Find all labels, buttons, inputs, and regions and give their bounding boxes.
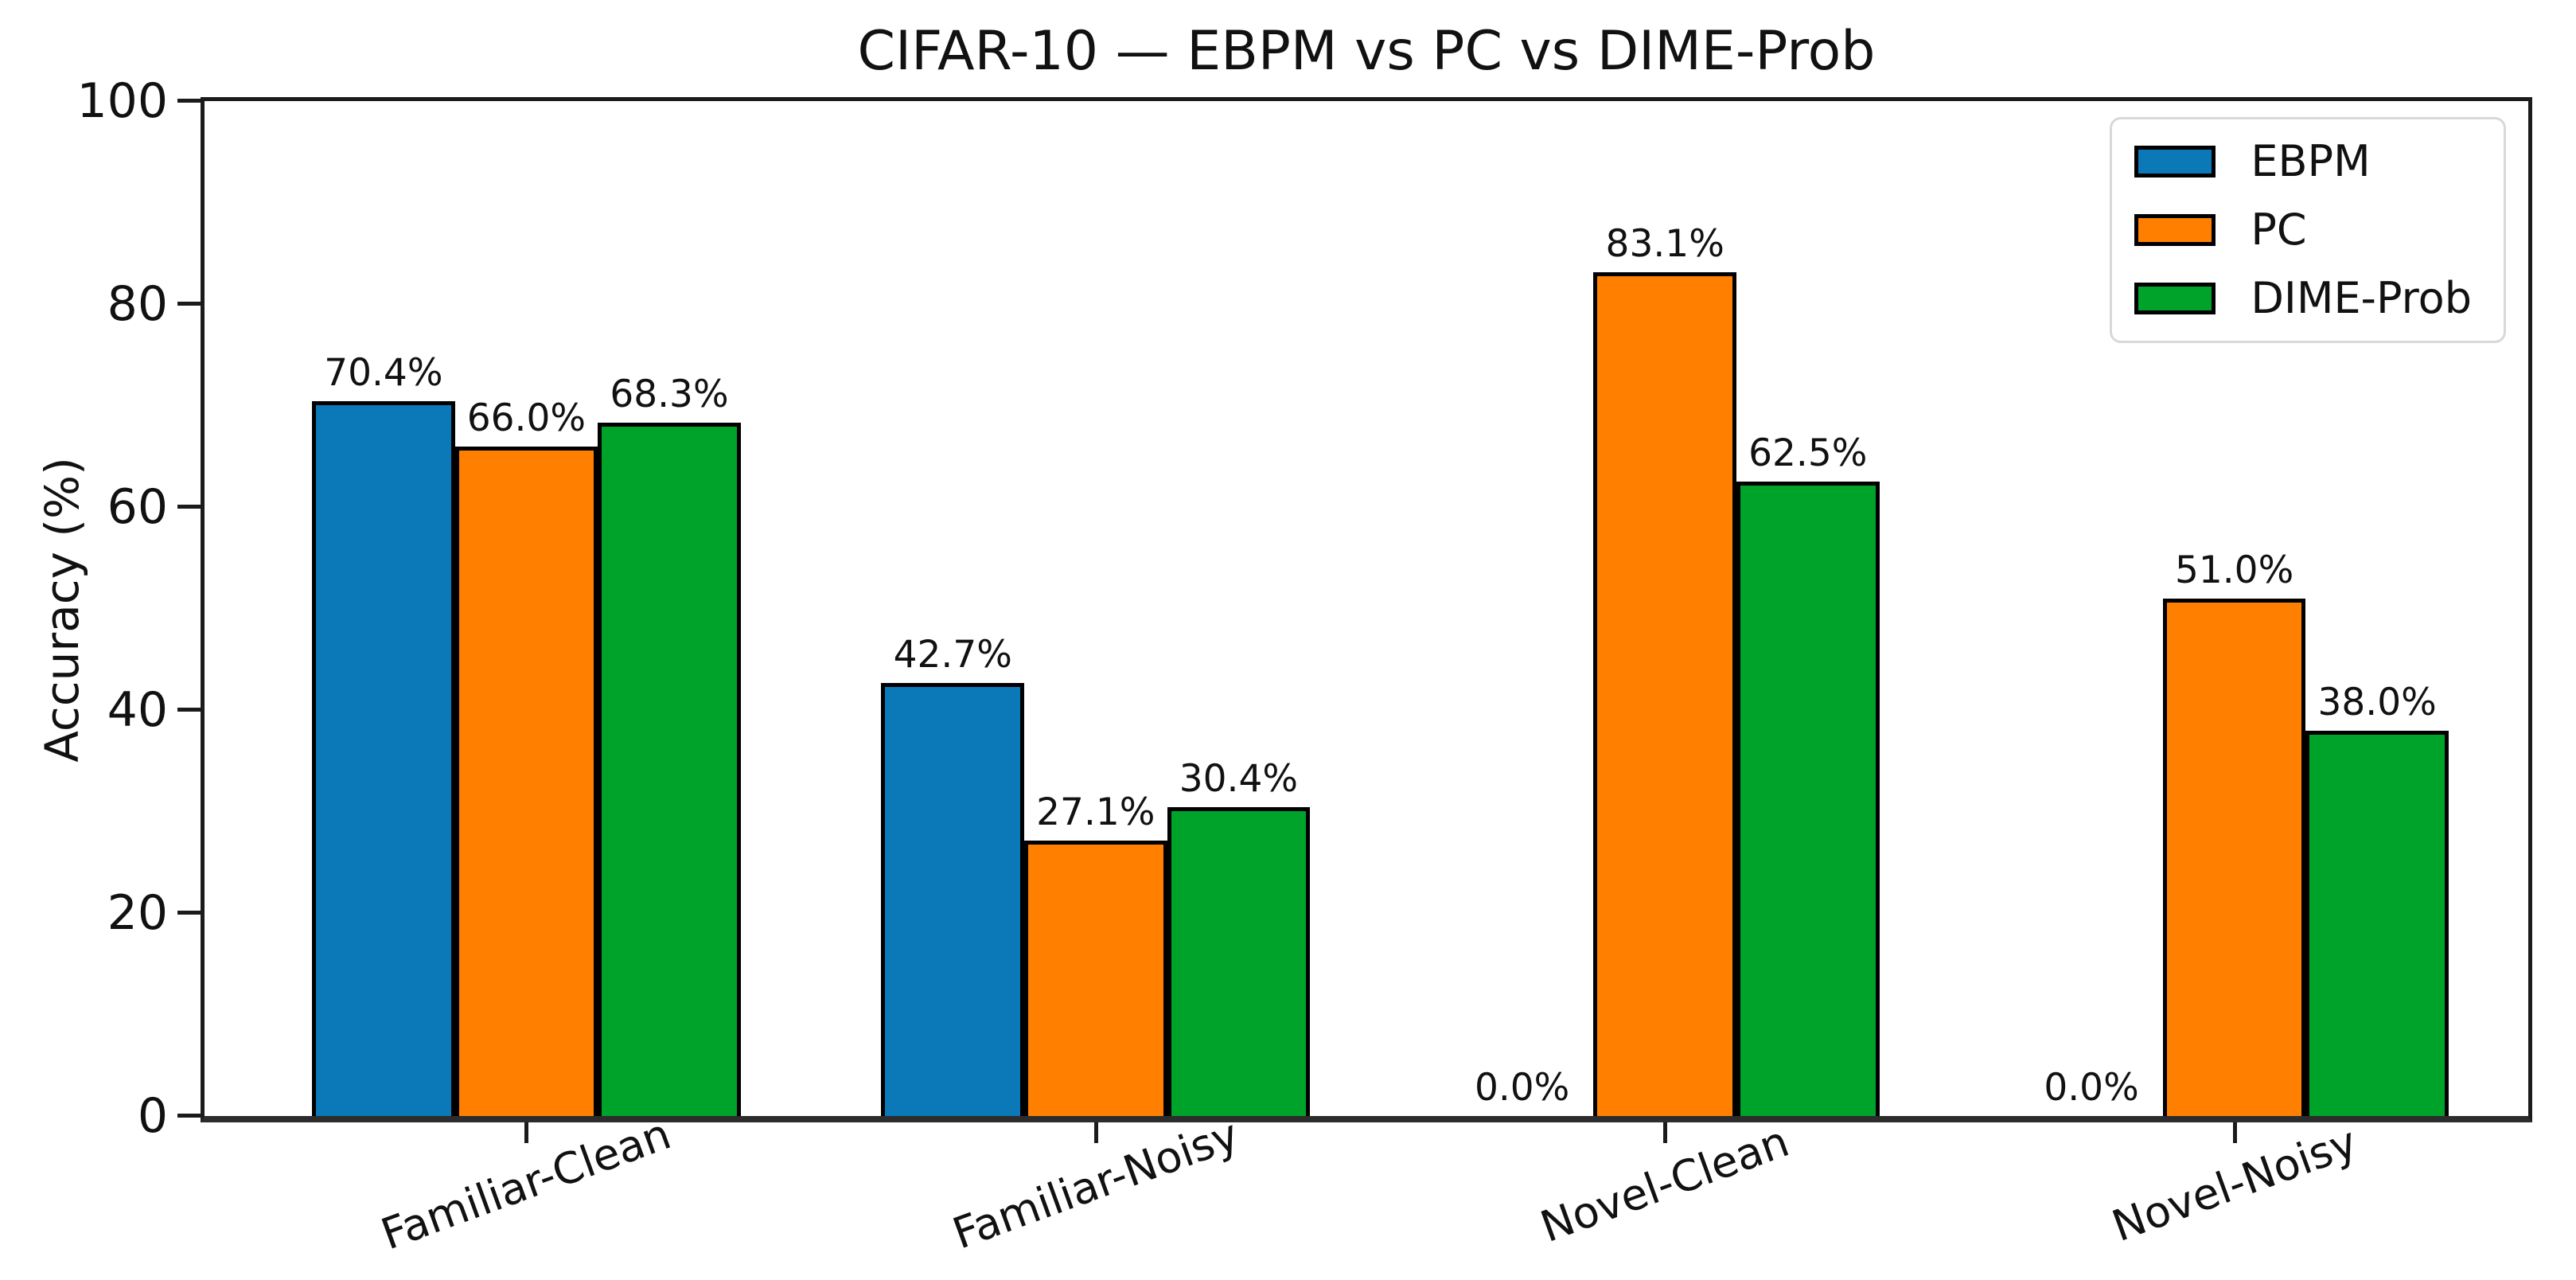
bar-group: 0.0% 51.0% 38.0% <box>1950 101 2519 1116</box>
y-tick-label: 80 <box>107 276 168 332</box>
bar-value-label: 30.4% <box>1179 757 1299 802</box>
bar-value-label: 51.0% <box>2174 548 2294 592</box>
y-tick-label: 100 <box>76 73 168 129</box>
y-tick <box>177 505 201 509</box>
bar-value-label: 83.1% <box>1605 222 1724 267</box>
y-tick <box>177 911 201 915</box>
legend-swatch <box>2134 146 2216 178</box>
x-tick <box>1093 1122 1098 1143</box>
legend-label: EBPM <box>2251 136 2371 186</box>
bar-value-label: 38.0% <box>2317 680 2437 724</box>
legend-label: PC <box>2251 205 2307 255</box>
bar-value-label: 70.4% <box>324 351 443 396</box>
legend-item: DIME-Prob <box>2134 277 2472 320</box>
legend-label: DIME-Prob <box>2251 273 2472 323</box>
bar-group: 70.4% 66.0% 68.3% <box>242 101 811 1116</box>
x-tick <box>1663 1122 1668 1143</box>
bar <box>1024 841 1167 1116</box>
bar <box>1167 807 1311 1116</box>
bar-value-label: 62.5% <box>1748 431 1868 476</box>
legend-swatch <box>2134 214 2216 246</box>
y-tick <box>177 1114 201 1118</box>
y-tick-label: 40 <box>107 682 168 738</box>
plot-area: EBPM PC DIME-Prob 0 20 40 60 80 100 70.4% 66.0% 68… <box>76 77 2532 1259</box>
bar-value-label: 0.0% <box>2044 1066 2139 1110</box>
bar <box>2305 730 2449 1116</box>
chart-title: CIFAR-10 — EBPM vs PC vs DIME-Prob <box>857 20 1876 83</box>
y-tick-label: 20 <box>107 885 168 941</box>
bar-value-label: 68.3% <box>610 373 729 417</box>
y-tick-label: 60 <box>107 479 168 535</box>
bar <box>2162 598 2306 1116</box>
y-tick-label: 0 <box>137 1088 168 1144</box>
bar-value-label: 42.7% <box>893 632 1012 677</box>
legend: EBPM PC DIME-Prob <box>2110 117 2506 343</box>
y-tick <box>177 99 201 103</box>
bar <box>1736 482 1880 1116</box>
legend-swatch <box>2134 283 2216 314</box>
x-tick <box>2232 1122 2237 1143</box>
y-tick <box>177 302 201 306</box>
legend-item: PC <box>2134 209 2472 252</box>
bar <box>598 423 741 1116</box>
y-axis-label: Accuracy (%) <box>35 457 89 763</box>
bar <box>454 446 598 1116</box>
bar-group: 0.0% 83.1% 62.5% <box>1381 101 1950 1116</box>
bar <box>312 401 455 1116</box>
bar <box>1593 272 1736 1116</box>
bar <box>881 682 1025 1116</box>
y-tick <box>177 708 201 712</box>
bar-value-label: 27.1% <box>1036 790 1155 835</box>
x-tick <box>524 1122 529 1143</box>
bar-value-label: 66.0% <box>466 396 587 440</box>
bar-group: 42.7% 27.1% 30.4% <box>811 101 1380 1116</box>
legend-item: EBPM <box>2134 140 2472 183</box>
bar-value-label: 0.0% <box>1474 1066 1570 1110</box>
